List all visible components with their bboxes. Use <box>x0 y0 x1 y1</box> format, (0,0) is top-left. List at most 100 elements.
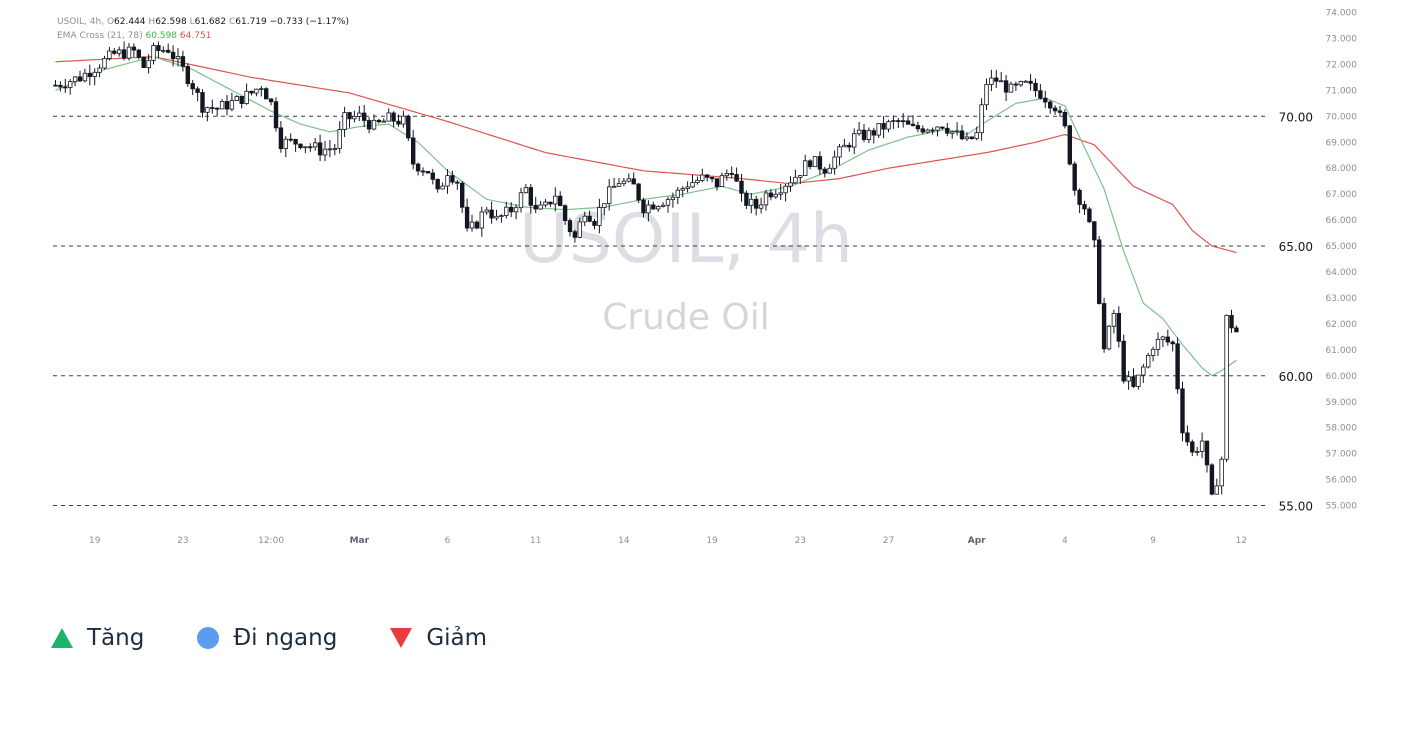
candle-down <box>121 49 127 59</box>
watermark-subtitle: Crude Oil <box>602 297 770 338</box>
candle-up <box>126 46 132 59</box>
candle-up <box>1150 348 1156 356</box>
candle-up <box>445 175 450 187</box>
candle-down <box>562 205 568 221</box>
change-value: −0.733 (−1.17%) <box>269 17 349 27</box>
candle-up <box>1126 376 1131 382</box>
candle-down <box>464 206 470 229</box>
y-tick-label: 73.000 <box>1326 34 1358 44</box>
candle-down <box>165 49 171 53</box>
candle-down <box>910 123 916 126</box>
ema-slow-value: 64.751 <box>179 31 212 41</box>
candle-up <box>1018 81 1023 86</box>
candle-down <box>1180 388 1185 434</box>
candle-down <box>200 92 205 113</box>
candle-up <box>303 146 308 149</box>
candle-down <box>308 146 313 149</box>
x-tick-label: 19 <box>89 536 101 546</box>
candle-up <box>989 77 994 85</box>
price-axis[interactable]: 55.000 56.000 57.000 58.000 59.000 60.000 61.0… <box>1326 9 1358 512</box>
legend-item-up[interactable]: Tăng <box>50 625 144 651</box>
candle-down <box>224 101 230 110</box>
candle-up <box>146 59 151 69</box>
y-tick-label: 68.000 <box>1326 164 1358 174</box>
candle-up <box>327 148 333 151</box>
candle-up <box>484 209 489 213</box>
candle-down <box>1077 189 1082 205</box>
candle-up <box>82 72 88 82</box>
open-value: 62.444 <box>114 17 146 27</box>
candle-down <box>807 160 813 168</box>
candle-up <box>1155 338 1161 350</box>
x-tick-label: 12:00 <box>258 536 284 546</box>
level-label: 60.00 <box>1279 370 1313 384</box>
candle-down <box>744 192 749 206</box>
candle-up <box>386 112 391 122</box>
candle-up <box>1136 374 1141 387</box>
candle-down <box>1209 464 1215 495</box>
candle-down <box>317 142 323 156</box>
candle-up <box>954 130 960 133</box>
candle-up <box>793 176 798 184</box>
level-lines: 70.00 65.00 60.00 55.00 <box>53 110 1313 514</box>
triangle-up-icon <box>51 628 73 648</box>
candle-up <box>798 175 803 178</box>
candle-down <box>705 174 710 178</box>
candles <box>53 41 1239 496</box>
close-label: C <box>228 17 236 27</box>
candle-down <box>420 170 426 173</box>
low-value: 61.682 <box>194 17 227 27</box>
candle-down <box>77 76 83 82</box>
candle-down <box>1048 101 1053 109</box>
candle-down <box>63 86 68 89</box>
x-tick-label: 14 <box>618 536 630 546</box>
candle-up <box>1214 485 1219 495</box>
y-tick-label: 55.000 <box>1326 502 1358 512</box>
candle-up <box>92 71 97 77</box>
high-value: 62.598 <box>155 17 187 27</box>
candle-down <box>930 129 935 132</box>
candle-up <box>518 192 524 209</box>
candle-up <box>1160 336 1166 340</box>
candle-down <box>376 119 382 123</box>
candle-down <box>410 137 416 165</box>
open-label: O <box>106 17 115 27</box>
candle-down <box>1190 441 1195 453</box>
y-tick-label: 69.000 <box>1326 138 1358 148</box>
time-axis[interactable]: 19 23 12:00 Mar 6 11 14 19 23 27 Apr 4 9 12 <box>89 536 1247 546</box>
candle-down <box>430 172 435 180</box>
candle-up <box>660 204 666 207</box>
candle-up <box>440 185 445 190</box>
level-label: 65.00 <box>1279 240 1313 254</box>
candle-up <box>322 148 328 156</box>
candle-up <box>665 199 671 206</box>
watermark-title: USOIL, 4h <box>519 200 853 279</box>
legend-item-sideways[interactable]: Đi ngang <box>196 625 337 651</box>
candle-down <box>455 181 460 184</box>
candle-down <box>288 138 293 141</box>
candle-down <box>278 127 284 150</box>
x-tick-label: 11 <box>530 536 541 546</box>
candle-down <box>881 123 886 130</box>
y-tick-label: 62.000 <box>1326 320 1358 330</box>
candle-up <box>538 204 543 210</box>
candle-down <box>533 204 538 210</box>
candle-down <box>729 173 734 175</box>
candle-up <box>690 182 695 188</box>
legend-item-down[interactable]: Giảm <box>389 625 487 651</box>
candle-up <box>842 144 847 148</box>
candle-up <box>675 189 680 198</box>
candle-up <box>312 142 318 148</box>
candle-down <box>572 231 578 238</box>
candle-up <box>283 138 288 150</box>
candle-down <box>739 180 744 194</box>
candle-down <box>366 120 372 130</box>
level-label: 55.00 <box>1279 500 1313 514</box>
candle-up <box>254 88 259 94</box>
candle-up <box>553 195 558 205</box>
candle-down <box>592 220 597 226</box>
y-tick-label: 74.000 <box>1326 9 1358 19</box>
candle-up <box>891 120 896 122</box>
candle-up <box>856 129 862 135</box>
